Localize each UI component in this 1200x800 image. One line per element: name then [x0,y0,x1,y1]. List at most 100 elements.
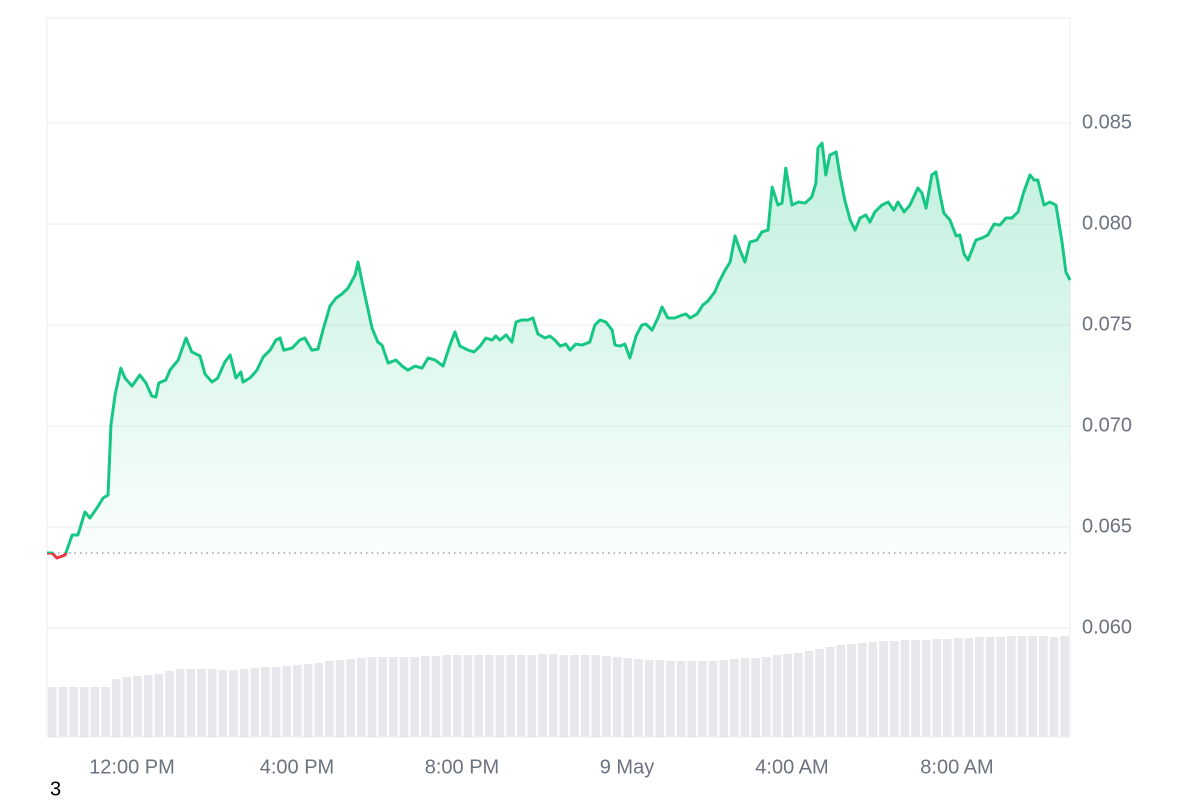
volume-bar [410,657,419,737]
volume-bar [580,655,590,737]
volume-bar [538,654,547,737]
volume-bar [719,660,728,737]
price-area [47,143,1070,553]
volume-bar [996,637,1006,737]
volume-bar [69,687,78,737]
y-tick-label: 0.060 [1082,616,1132,638]
volume-bar [143,675,153,737]
volume-bar [133,676,142,737]
volume-bar [548,654,558,737]
volume-bar [442,655,451,737]
volume-bar [165,671,174,737]
volume-bar [1060,636,1069,737]
y-tick-label: 0.065 [1082,515,1132,537]
volume-bar [975,637,984,737]
volume-bar [612,657,622,737]
volume-bar [79,687,89,737]
volume-bar [964,638,974,737]
volume-bar [484,655,494,737]
volume-bar [804,651,814,737]
volume-bar [101,687,110,737]
volume-bar [1049,637,1059,737]
volume-bar [420,656,430,737]
y-tick-label: 0.080 [1082,212,1132,234]
volume-bar [847,644,856,737]
volume-bar [495,655,505,737]
volume-bar [527,655,537,737]
volume-bar [836,645,846,737]
x-tick-label: 4:00 AM [755,756,828,778]
volume-bar [687,661,697,737]
volume-bar [48,687,57,737]
volume-bar [943,639,952,737]
volume-bar [644,660,654,737]
volume-bar [761,657,771,737]
volume-bar [474,655,483,737]
volume-bar [378,657,387,737]
volume-bar [282,666,292,737]
volume-bar [463,655,473,737]
volume-bar [591,655,601,737]
x-tick-label: 4:00 PM [260,756,334,778]
volume-bar [122,677,132,737]
volume-bar [1017,636,1027,737]
volume-bar [452,655,462,737]
volume-bar [218,670,228,737]
volume-bar [751,658,760,737]
volume-bar [655,660,665,737]
y-tick-label: 0.085 [1082,111,1132,133]
volume-bar [58,687,68,737]
volume-bar [879,641,888,737]
volume-bar [90,687,100,737]
volume-bar [389,657,398,737]
volume-bar [325,661,334,737]
volume-bar [1039,636,1048,737]
volume-bar [921,640,931,737]
volume-bar [506,655,515,737]
volume-bar [250,668,260,737]
volume-bar [953,638,963,737]
volume-bar [1007,636,1016,737]
volume-bar [431,656,441,737]
volume-bar [399,657,409,737]
volume-bar [783,654,792,737]
volume-bar [229,670,238,737]
volume-bar [857,643,867,737]
volume-bar [602,656,611,737]
x-tick-label: 8:00 AM [920,756,993,778]
volume-bar [516,655,526,737]
volume-bar [314,663,324,737]
volume-bar [239,669,249,737]
volume-bar [367,657,377,737]
volume-bar [772,655,782,737]
volume-bar [175,669,185,737]
volume-bar [303,664,313,737]
volume-bar [111,679,121,737]
volume-bar [868,642,878,737]
volume-bar [357,658,366,737]
volume-bar [186,669,196,737]
footer-text: 3 [50,778,61,800]
volume-bar [793,653,803,737]
volume-bar [570,655,579,737]
volume-bar [271,667,281,737]
volume-bar [261,667,270,737]
volume-bar [634,659,643,737]
volume-bar [207,669,217,737]
volume-bar [815,649,824,737]
volume-bar [559,655,569,737]
volume-bar [293,665,302,737]
volume-bar [676,661,686,737]
volume-bar [335,660,345,737]
volume-bar [666,661,675,737]
volume-bar [698,661,707,737]
volume-bar [730,659,739,737]
x-tick-label: 8:00 PM [425,756,499,778]
volume-bar [740,658,750,737]
volume-bar [911,640,920,737]
volume-bar [1028,636,1038,737]
price-line-up [47,141,1072,553]
volume-bar [346,659,356,737]
